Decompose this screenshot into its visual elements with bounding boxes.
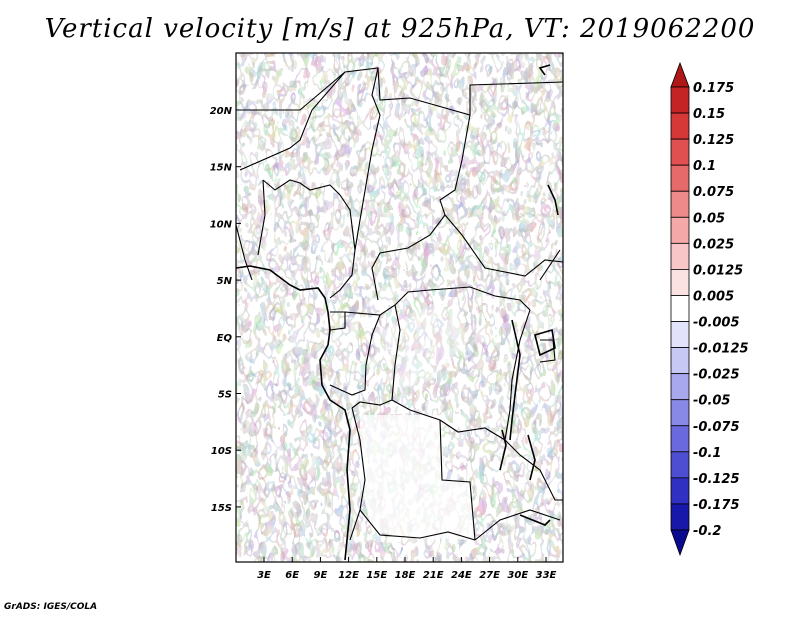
map-frame — [235, 52, 564, 563]
velocity-field — [236, 53, 563, 562]
lon-tick-label: 6E — [285, 570, 299, 581]
lon-tick-label: 27E — [479, 570, 500, 581]
colorbar-top-arrow — [670, 61, 690, 88]
colorbar-label: 0.0125 — [693, 263, 743, 278]
colorbar-label: -0.005 — [693, 316, 740, 331]
colorbar-swatch — [670, 190, 690, 218]
colorbar-swatch — [670, 112, 690, 140]
lon-tick-label: 15E — [366, 570, 387, 581]
lon-tick-label: 24E — [451, 570, 472, 581]
longitude-axis: 3E 6E 9E 12E 15E 18E 21E 24E 27E 30E 33E — [257, 557, 557, 581]
colorbar-label: 0.125 — [693, 133, 734, 148]
lon-tick-label: 9E — [314, 570, 328, 581]
colorbar-label: -0.075 — [693, 420, 740, 435]
colorbar-label: 0.1 — [693, 159, 716, 174]
lat-tick-label: 5N — [217, 276, 233, 287]
colorbar-swatch — [670, 425, 690, 453]
lon-tick-label: 21E — [423, 570, 444, 581]
colorbar-label: -0.125 — [693, 472, 740, 487]
coastlines — [236, 64, 559, 561]
colorbar-swatch — [670, 86, 690, 114]
colorbar-swatch — [670, 164, 690, 192]
colorbar-label: -0.2 — [693, 524, 721, 539]
lon-tick-label: 12E — [338, 570, 359, 581]
colorbar-swatch — [670, 477, 690, 505]
colorbar-swatch — [670, 216, 690, 244]
colorbar-swatch — [670, 321, 690, 348]
lon-tick-label: 3E — [257, 570, 271, 581]
colorbar-swatch — [670, 269, 690, 296]
lat-tick-label: 10N — [210, 219, 233, 230]
lon-tick-label: 33E — [536, 570, 557, 581]
colorbar-swatch — [670, 451, 690, 479]
lat-tick-label: EQ — [217, 333, 233, 344]
colorbar: 0.175 0.15 0.125 0.1 0.075 0.05 0.025 0.0125 0.0… — [670, 61, 749, 557]
colorbar-label: 0.175 — [693, 81, 734, 96]
colorbar-label: -0.05 — [693, 394, 730, 409]
colorbar-label: 0.075 — [693, 185, 734, 200]
colorbar-label: 0.025 — [693, 237, 734, 252]
lat-tick-label: 20N — [210, 106, 233, 117]
lat-tick-label: 15S — [211, 503, 232, 514]
country-borders — [236, 67, 563, 541]
colorbar-label: -0.025 — [693, 368, 740, 383]
lat-tick-label: 10S — [211, 446, 232, 457]
colorbar-label: 0.05 — [693, 211, 725, 226]
colorbar-label: -0.175 — [693, 498, 740, 513]
lat-tick-label: 15N — [210, 163, 233, 174]
colorbar-swatch — [670, 138, 690, 166]
map-title: Vertical velocity [m/s] at 925hPa, VT: 2… — [44, 14, 756, 44]
lon-tick-label: 18E — [395, 570, 416, 581]
colorbar-swatch — [670, 373, 690, 401]
colorbar-label: -0.0125 — [693, 342, 749, 357]
colorbar-label: -0.1 — [693, 446, 721, 461]
latitude-axis: 20N 15N 10N 5N EQ 5S 10S 15S — [210, 106, 241, 514]
colorbar-label: 0.005 — [693, 289, 734, 304]
colorbar-bottom-arrow — [670, 529, 690, 557]
colorbar-label: 0.15 — [693, 107, 725, 122]
colorbar-swatch — [670, 503, 690, 531]
colorbar-swatch — [670, 347, 690, 375]
colorbar-swatch — [670, 242, 690, 270]
lon-tick-label: 30E — [507, 570, 528, 581]
grads-credit: GrADS: IGES/COLA — [4, 602, 98, 612]
colorbar-swatch — [670, 399, 690, 427]
colorbar-swatch — [670, 295, 690, 322]
lat-tick-label: 5S — [218, 390, 232, 401]
